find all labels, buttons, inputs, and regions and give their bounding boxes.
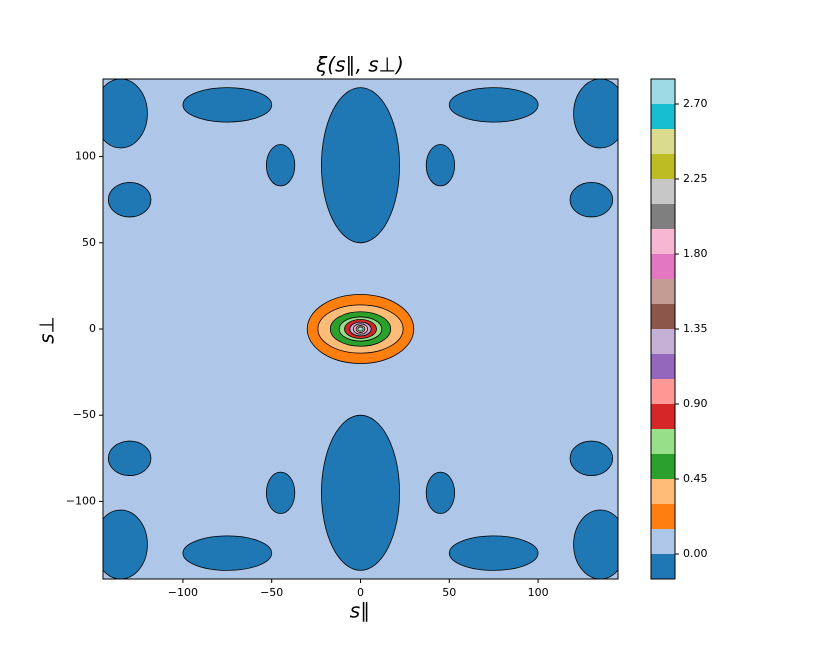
contour-region	[425, 471, 456, 514]
colorbar-band	[651, 529, 675, 554]
colorbar-band	[651, 454, 675, 479]
contour-region	[425, 144, 456, 187]
contour-region	[103, 509, 148, 579]
x-tick-label: 50	[442, 586, 456, 599]
contour-region	[321, 414, 400, 571]
colorbar-tick-label: 0.00	[683, 547, 708, 560]
colorbar-tick-label: 1.80	[683, 247, 708, 260]
colorbar-tick-label: 0.45	[683, 472, 708, 485]
y-axis-label: s⊥	[35, 316, 59, 344]
colorbar-tick-label: 2.70	[683, 97, 708, 110]
contour-region	[182, 87, 273, 123]
colorbar-band	[651, 554, 675, 579]
colorbar-band	[651, 304, 675, 329]
colorbar-band	[651, 354, 675, 379]
contour-region	[573, 509, 618, 579]
x-tick-label: 0	[357, 586, 364, 599]
colorbar-band	[651, 129, 675, 154]
colorbar-band	[651, 279, 675, 304]
y-tick-label: −100	[66, 494, 96, 507]
colorbar-band	[651, 479, 675, 504]
contour-region	[448, 87, 539, 123]
contour-region	[107, 440, 152, 476]
colorbar-tick-label: 2.25	[683, 172, 708, 185]
x-tick-label: −50	[260, 586, 283, 599]
chart-title: ξ(s∥, s⊥)	[315, 53, 404, 77]
contour-region	[573, 79, 618, 149]
x-tick-label: 100	[528, 586, 549, 599]
contour-region	[182, 535, 273, 571]
y-tick-label: 0	[89, 322, 96, 335]
y-tick-label: 100	[75, 150, 96, 163]
colorbar-band	[651, 179, 675, 204]
colorbar-band	[651, 229, 675, 254]
colorbar-band	[651, 379, 675, 404]
contour-region	[569, 440, 614, 476]
colorbar-tick-label: 1.35	[683, 322, 708, 335]
contour-region	[265, 144, 296, 187]
colorbar-band	[651, 504, 675, 529]
colorbar-band	[651, 154, 675, 179]
colorbar-band	[651, 329, 675, 354]
colorbar-band	[651, 104, 675, 129]
colorbar-band	[651, 404, 675, 429]
x-axis-label: s∥	[350, 599, 370, 623]
y-tick-label: 50	[82, 236, 96, 249]
contour-region	[569, 182, 614, 218]
colorbar-band	[651, 204, 675, 229]
y-tick-label: −50	[73, 408, 96, 421]
contour-region	[321, 87, 400, 244]
x-tick-label: −100	[168, 586, 198, 599]
contour-region	[448, 535, 539, 571]
colorbar-band	[651, 254, 675, 279]
colorbar-band	[651, 429, 675, 454]
contour-region	[265, 471, 296, 514]
contour-region	[103, 79, 148, 149]
colorbar-band	[651, 79, 675, 104]
colorbar-tick-label: 0.90	[683, 397, 708, 410]
contour-region	[357, 326, 364, 332]
plot	[103, 79, 618, 579]
contour-region	[107, 182, 152, 218]
